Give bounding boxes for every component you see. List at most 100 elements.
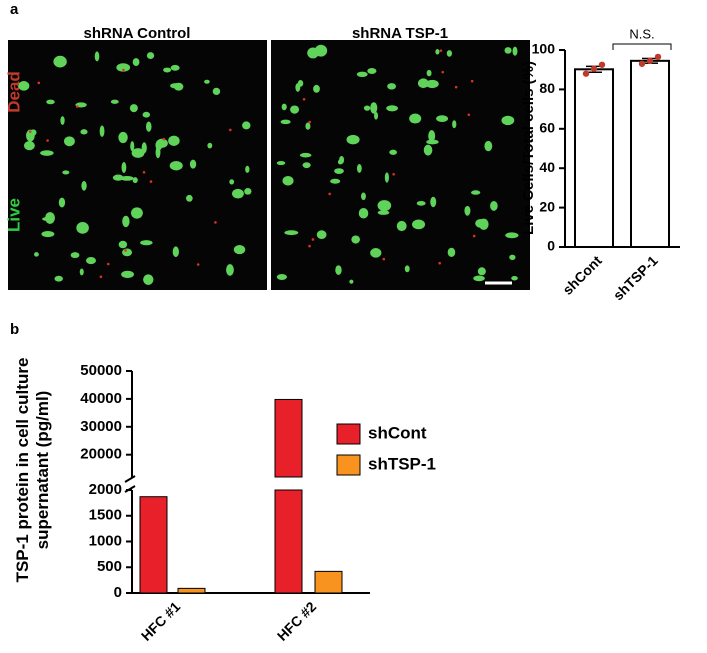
cell — [121, 161, 127, 173]
cell — [386, 105, 399, 112]
dead-cell — [229, 128, 232, 132]
cell — [351, 235, 360, 244]
cell — [358, 208, 369, 219]
data-point — [654, 53, 662, 61]
cell — [428, 130, 436, 142]
cell — [377, 200, 392, 212]
dead-cell — [28, 130, 32, 133]
dead-cell — [467, 113, 471, 117]
cell — [356, 71, 368, 78]
dead-cell — [122, 68, 125, 72]
cell — [146, 52, 155, 60]
dead-cell — [470, 79, 474, 83]
y-tick-label: 100 — [532, 41, 556, 57]
image-title: shRNA Control — [84, 25, 191, 42]
stain-label: Live — [4, 198, 23, 232]
dead-cell — [99, 275, 103, 279]
dead-cell — [311, 238, 315, 241]
dead-cell — [308, 244, 311, 248]
cell — [94, 51, 100, 62]
cell — [46, 99, 55, 105]
cell — [363, 105, 371, 111]
cell — [504, 47, 512, 54]
cell — [475, 218, 487, 228]
dead-cell — [124, 249, 127, 252]
dead-cell — [196, 263, 200, 266]
cell — [121, 270, 134, 279]
dead-cell — [214, 221, 217, 224]
cell — [416, 200, 426, 206]
cell — [170, 83, 181, 89]
dead-cell — [472, 234, 476, 238]
cell — [384, 172, 389, 183]
cell — [163, 67, 172, 73]
cell — [122, 248, 132, 257]
dead-cell — [37, 81, 41, 85]
cell — [505, 232, 519, 239]
bar — [274, 489, 303, 594]
cell — [189, 159, 197, 169]
x-tick-label: shTSP-1 — [610, 252, 661, 303]
cell — [299, 152, 312, 158]
cell — [284, 230, 299, 236]
dead-cell — [106, 262, 110, 266]
image-title: shRNA TSP-1 — [352, 25, 448, 42]
cell — [349, 279, 354, 284]
cell — [120, 175, 134, 181]
dead-cell — [75, 105, 79, 108]
y-tick-label: 40 — [539, 159, 555, 175]
cell — [143, 274, 154, 285]
cell — [145, 121, 152, 132]
cell — [430, 196, 437, 208]
bar — [574, 68, 614, 248]
cell — [404, 265, 410, 273]
cell — [305, 122, 311, 130]
panel-label: b — [10, 321, 19, 338]
dead-cell — [328, 192, 331, 196]
cell — [112, 174, 124, 181]
cell — [130, 141, 135, 152]
legend-swatch — [336, 454, 361, 476]
cell — [169, 161, 183, 171]
cell — [412, 219, 426, 230]
cell — [129, 104, 138, 113]
cell — [509, 254, 516, 260]
bar — [177, 587, 206, 594]
cell — [280, 119, 291, 125]
cell — [512, 46, 518, 56]
dead-cell — [142, 171, 146, 174]
cell — [464, 205, 471, 216]
cell — [346, 134, 360, 145]
y-axis-label: Live Cells/Total cells (%) — [520, 61, 537, 235]
data-point — [590, 65, 598, 72]
cell — [26, 129, 35, 142]
cell — [85, 257, 96, 265]
dead-cell — [439, 49, 443, 52]
y-tick-label: 500 — [97, 558, 122, 575]
data-point — [598, 61, 606, 68]
cell — [186, 194, 193, 202]
y-tick-label: 60 — [539, 120, 555, 136]
cell — [226, 264, 234, 276]
cell — [335, 265, 342, 275]
cell — [207, 142, 213, 149]
y-axis-label: TSP-1 protein in cell culture supernatan… — [13, 357, 52, 583]
cell — [118, 240, 128, 249]
cell — [110, 99, 119, 104]
cell — [62, 170, 70, 175]
cell — [367, 68, 377, 74]
cell — [233, 245, 246, 255]
cell — [23, 141, 35, 151]
y-tick-label: 0 — [547, 238, 555, 254]
bracket — [612, 43, 672, 50]
cell — [122, 215, 130, 228]
cell — [172, 246, 179, 258]
dead-cell — [162, 137, 166, 141]
micrograph — [271, 40, 530, 290]
cell — [34, 252, 39, 257]
cell — [484, 140, 493, 152]
cell — [170, 64, 180, 71]
bar — [630, 59, 670, 248]
